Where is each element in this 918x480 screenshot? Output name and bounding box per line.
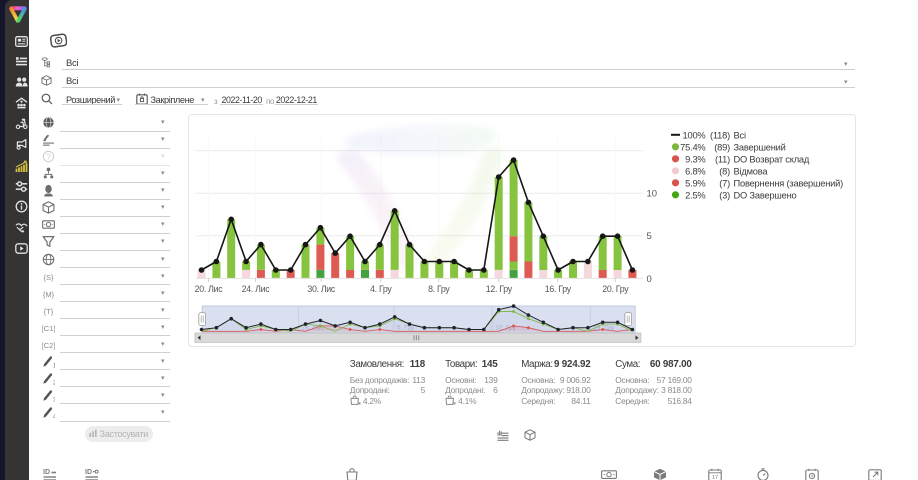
- svg-text:6.8%: 6.8%: [685, 166, 705, 176]
- svg-text:8. Гру: 8. Гру: [428, 284, 450, 294]
- svg-text:(118): (118): [709, 130, 729, 140]
- svg-text:DO Завершено: DO Завершено: [733, 190, 796, 200]
- svg-text:{C2}: {C2}: [42, 341, 55, 350]
- svg-text:5. Гру: 5. Гру: [397, 324, 415, 331]
- svg-text:{S}: {S}: [43, 272, 54, 281]
- svg-text:2.5%: 2.5%: [685, 190, 705, 200]
- svg-text:0: 0: [646, 274, 651, 285]
- svg-text:10: 10: [646, 189, 657, 200]
- svg-text:1: 1: [53, 363, 55, 368]
- svg-text:{M}: {M}: [43, 289, 55, 298]
- svg-text:3: 3: [53, 397, 55, 402]
- svg-text:(11): (11): [714, 154, 729, 164]
- svg-text:?: ?: [46, 153, 51, 162]
- svg-text:75.4%: 75.4%: [680, 142, 705, 152]
- svg-text:24. Лис: 24. Лис: [241, 284, 270, 294]
- svg-text:{T}: {T}: [44, 306, 54, 315]
- svg-text:(3): (3): [719, 190, 730, 200]
- svg-text:(8): (8): [719, 166, 730, 176]
- svg-text:5: 5: [646, 231, 651, 242]
- svg-text:Всі: Всі: [733, 130, 745, 140]
- svg-text:30. Лис: 30. Лис: [307, 284, 336, 294]
- svg-text:2: 2: [53, 380, 55, 385]
- svg-text:(7): (7): [719, 178, 730, 188]
- svg-text:Завершений: Завершений: [733, 142, 785, 152]
- svg-text:17: 17: [711, 474, 717, 480]
- svg-text:12. Гру: 12. Гру: [485, 284, 512, 294]
- svg-text:12. Гру: 12. Гру: [495, 324, 517, 331]
- svg-text:16. Гру: 16. Гру: [544, 284, 571, 294]
- svg-text:{C1}: {C1}: [42, 323, 55, 332]
- svg-text:20. Гру: 20. Гру: [602, 284, 629, 294]
- svg-text:ID: ID: [43, 469, 50, 476]
- svg-text:DO Возврат склад: DO Возврат склад: [733, 154, 809, 164]
- svg-text:9.3%: 9.3%: [685, 154, 705, 164]
- svg-text:5.9%: 5.9%: [685, 178, 705, 188]
- svg-text:100%: 100%: [682, 130, 705, 140]
- svg-text:28. Лис: 28. Лис: [301, 324, 324, 331]
- svg-text:Повернення (завершений): Повернення (завершений): [733, 178, 843, 188]
- svg-text:4. Гру: 4. Гру: [370, 284, 392, 294]
- svg-text:(89): (89): [714, 142, 730, 152]
- svg-text:Відмова: Відмова: [733, 166, 768, 176]
- svg-text:4: 4: [53, 414, 55, 419]
- svg-text:ID: ID: [85, 469, 92, 476]
- svg-text:19. Гру: 19. Гру: [593, 324, 615, 331]
- svg-text:20. Лис: 20. Лис: [194, 284, 223, 294]
